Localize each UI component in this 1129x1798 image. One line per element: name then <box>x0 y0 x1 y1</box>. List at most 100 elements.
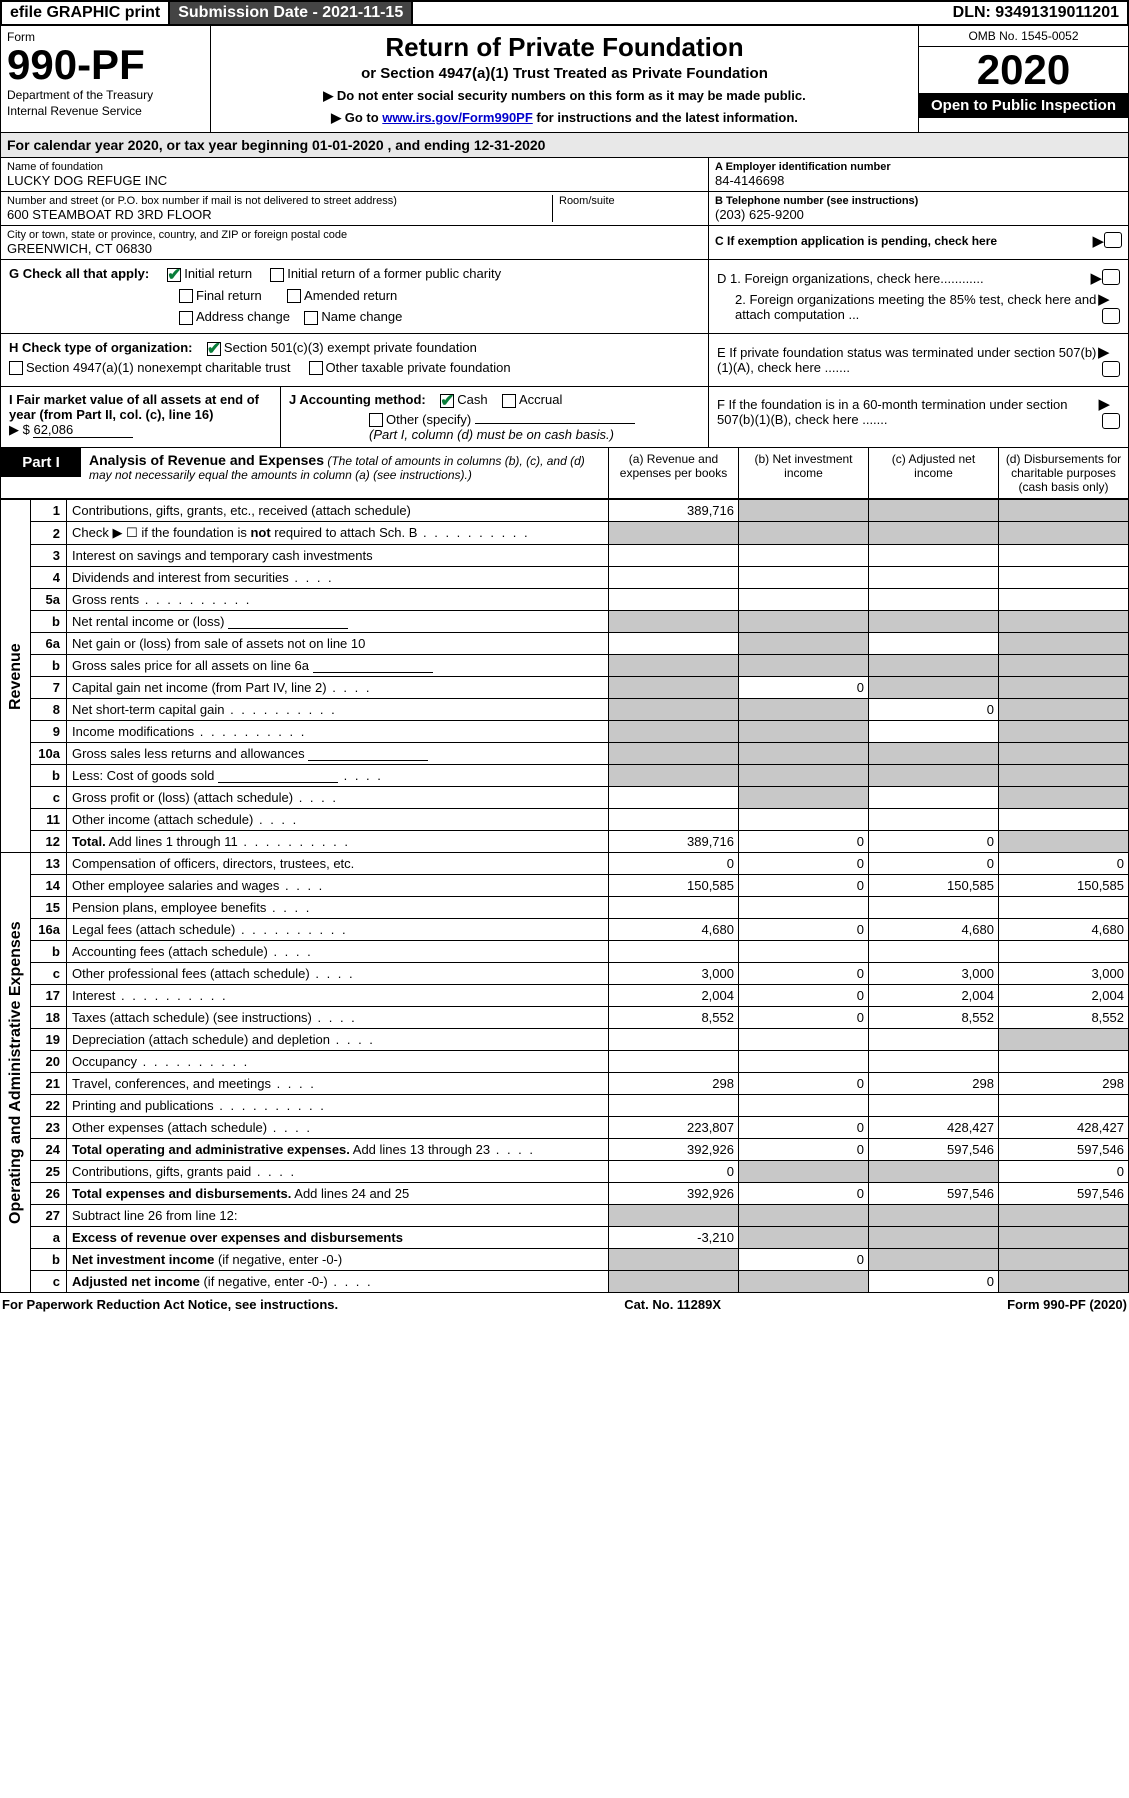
line-number: 15 <box>31 897 67 919</box>
city-label: City or town, state or province, country… <box>7 229 702 241</box>
60month-checkbox[interactable] <box>1102 413 1120 429</box>
cell-b <box>739 633 869 655</box>
cell-a: 392,926 <box>609 1139 739 1161</box>
topbar: efile GRAPHIC print Submission Date - 20… <box>0 0 1129 26</box>
cell-b <box>739 721 869 743</box>
table-row: 19Depreciation (attach schedule) and dep… <box>1 1029 1129 1051</box>
line-number: 17 <box>31 985 67 1007</box>
cell-d: 298 <box>999 1073 1129 1095</box>
cell-a <box>609 743 739 765</box>
cell-a: 3,000 <box>609 963 739 985</box>
table-row: 21Travel, conferences, and meetings29802… <box>1 1073 1129 1095</box>
cell-d <box>999 522 1129 545</box>
amended-return-checkbox[interactable] <box>287 289 301 303</box>
tax-year: 2020 <box>919 47 1128 93</box>
cell-d <box>999 1227 1129 1249</box>
cell-d <box>999 831 1129 853</box>
form-number: 990-PF <box>7 44 204 86</box>
foundation-name: LUCKY DOG REFUGE INC <box>7 173 702 188</box>
cell-d <box>999 545 1129 567</box>
cell-a: 298 <box>609 1073 739 1095</box>
table-row: 20Occupancy <box>1 1051 1129 1073</box>
table-row: 22Printing and publications <box>1 1095 1129 1117</box>
terminated-checkbox[interactable] <box>1102 361 1120 377</box>
table-row: 26Total expenses and disbursements. Add … <box>1 1183 1129 1205</box>
cell-c <box>869 809 999 831</box>
form990pf-link[interactable]: www.irs.gov/Form990PF <box>382 110 533 125</box>
revenue-sidelabel: Revenue <box>1 500 31 853</box>
initial-former-charity-checkbox[interactable] <box>270 268 284 282</box>
cell-b: 0 <box>739 677 869 699</box>
cell-a: 150,585 <box>609 875 739 897</box>
part1-header: Part I Analysis of Revenue and Expenses … <box>0 448 1129 499</box>
table-row: 24Total operating and administrative exp… <box>1 1139 1129 1161</box>
f-label: F If the foundation is in a 60-month ter… <box>717 397 1099 427</box>
address-change-checkbox[interactable] <box>179 311 193 325</box>
cell-c <box>869 589 999 611</box>
check-section: G Check all that apply: Initial return I… <box>0 260 1129 334</box>
line-number: b <box>31 941 67 963</box>
cell-a <box>609 1271 739 1293</box>
fmv-value: 62,086 <box>33 422 133 438</box>
line-number: 12 <box>31 831 67 853</box>
addr-label: Number and street (or P.O. box number if… <box>7 195 552 207</box>
line-desc: Net investment income (if negative, ente… <box>67 1249 609 1271</box>
cell-c <box>869 721 999 743</box>
cell-b <box>739 765 869 787</box>
cell-a <box>609 1249 739 1271</box>
cash-checkbox[interactable] <box>440 394 454 408</box>
line-number: b <box>31 1249 67 1271</box>
line-desc: Net gain or (loss) from sale of assets n… <box>67 633 609 655</box>
cell-c: 298 <box>869 1073 999 1095</box>
col-b-header: (b) Net investment income <box>738 448 868 498</box>
cell-a: -3,210 <box>609 1227 739 1249</box>
4947a1-checkbox[interactable] <box>9 361 23 375</box>
table-row: 7Capital gain net income (from Part IV, … <box>1 677 1129 699</box>
form-header: Form 990-PF Department of the Treasury I… <box>0 26 1129 133</box>
exemption-pending-checkbox[interactable] <box>1104 232 1122 248</box>
line-desc: Pension plans, employee benefits <box>67 897 609 919</box>
accrual-checkbox[interactable] <box>502 394 516 408</box>
calendar-year-line: For calendar year 2020, or tax year begi… <box>0 133 1129 158</box>
line-desc: Occupancy <box>67 1051 609 1073</box>
efile-label: efile GRAPHIC print <box>2 2 170 24</box>
i-label: I Fair market value of all assets at end… <box>9 392 259 422</box>
line-desc: Other income (attach schedule) <box>67 809 609 831</box>
street-address: 600 STEAMBOAT RD 3RD FLOOR <box>7 207 552 222</box>
cell-a <box>609 589 739 611</box>
cell-b <box>739 1051 869 1073</box>
line-desc: Interest <box>67 985 609 1007</box>
cell-b <box>739 500 869 522</box>
final-return-checkbox[interactable] <box>179 289 193 303</box>
cell-a: 223,807 <box>609 1117 739 1139</box>
line-desc: Gross profit or (loss) (attach schedule) <box>67 787 609 809</box>
other-method-checkbox[interactable] <box>369 413 383 427</box>
cell-a <box>609 1205 739 1227</box>
cell-b <box>739 699 869 721</box>
table-row: bGross sales price for all assets on lin… <box>1 655 1129 677</box>
cell-d: 2,004 <box>999 985 1129 1007</box>
line-desc: Travel, conferences, and meetings <box>67 1073 609 1095</box>
foreign-85-checkbox[interactable] <box>1102 308 1120 324</box>
cell-a: 2,004 <box>609 985 739 1007</box>
cell-c: 0 <box>869 1271 999 1293</box>
table-row: 12Total. Add lines 1 through 11389,71600 <box>1 831 1129 853</box>
501c3-checkbox[interactable] <box>207 342 221 356</box>
cell-a: 389,716 <box>609 500 739 522</box>
table-row: cGross profit or (loss) (attach schedule… <box>1 787 1129 809</box>
line-desc: Gross sales less returns and allowances <box>67 743 609 765</box>
other-taxable-checkbox[interactable] <box>309 361 323 375</box>
foreign-org-checkbox[interactable] <box>1102 269 1120 285</box>
cell-b <box>739 589 869 611</box>
cell-b: 0 <box>739 1073 869 1095</box>
city-state-zip: GREENWICH, CT 06830 <box>7 241 702 256</box>
name-change-checkbox[interactable] <box>304 311 318 325</box>
cell-c <box>869 941 999 963</box>
cell-d <box>999 633 1129 655</box>
table-row: 10aGross sales less returns and allowanc… <box>1 743 1129 765</box>
table-row: 14Other employee salaries and wages150,5… <box>1 875 1129 897</box>
table-row: 25Contributions, gifts, grants paid00 <box>1 1161 1129 1183</box>
part1-table: Revenue1Contributions, gifts, grants, et… <box>0 499 1129 1293</box>
initial-return-checkbox[interactable] <box>167 268 181 282</box>
table-row: 3Interest on savings and temporary cash … <box>1 545 1129 567</box>
